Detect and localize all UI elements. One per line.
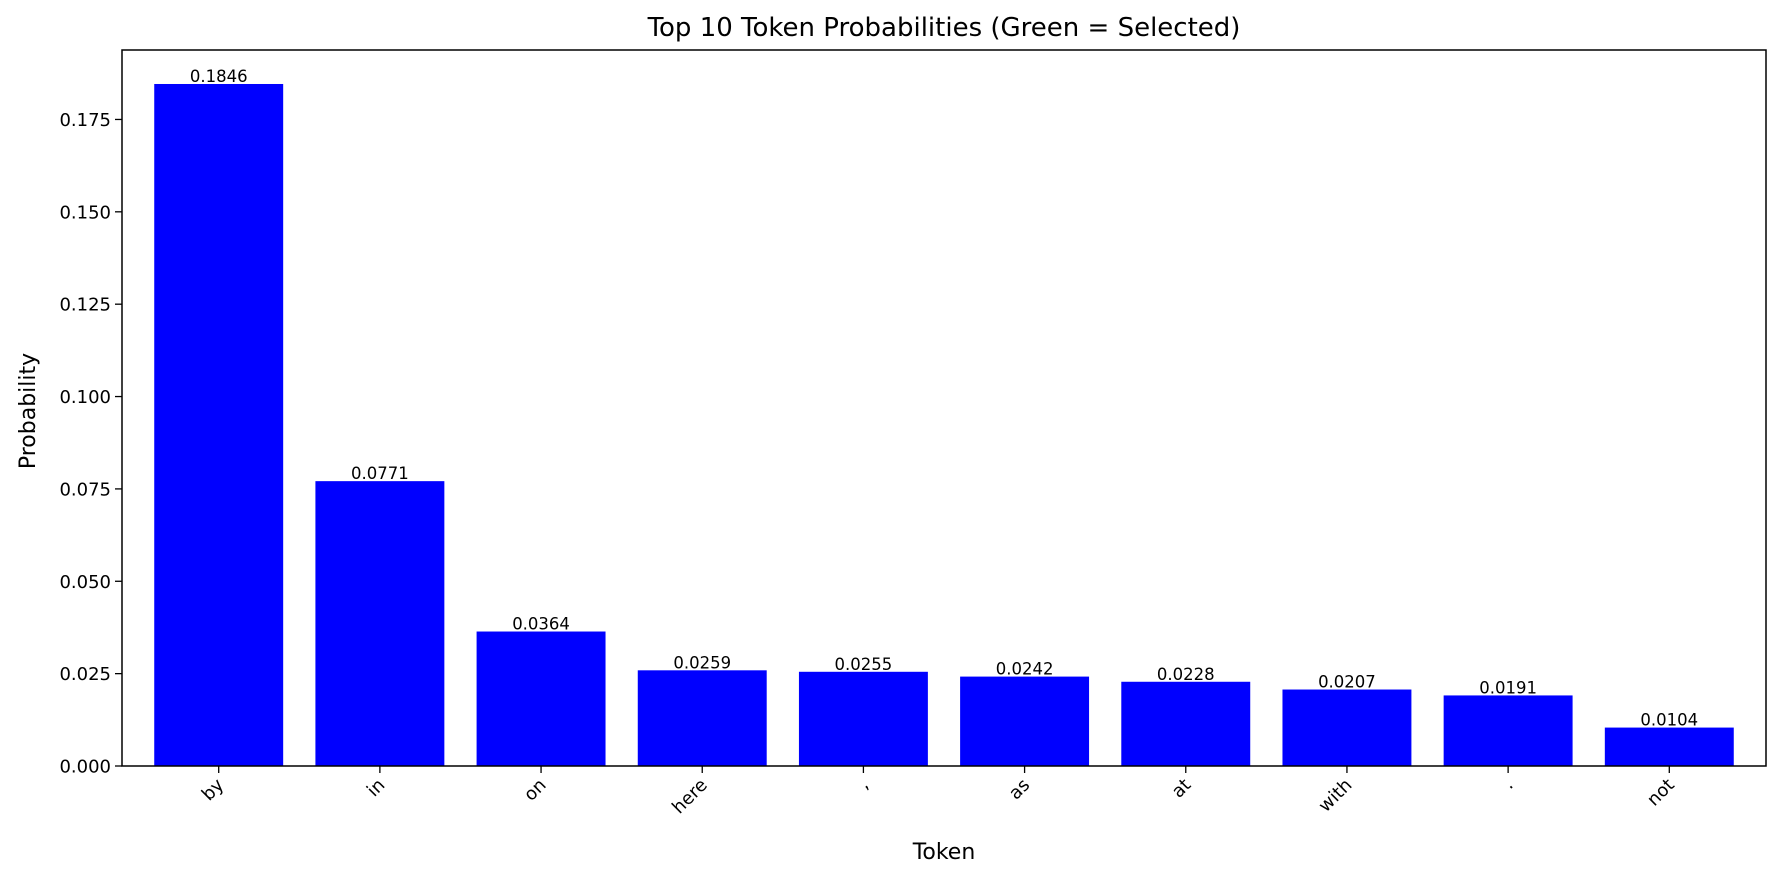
bar-2 [476, 631, 606, 766]
x-tick-label: not [1643, 775, 1679, 811]
y-tick-label: 0.050 [59, 572, 111, 593]
bar-value-label: 0.1846 [190, 67, 248, 86]
chart-title: Top 10 Token Probabilities (Green = Sele… [647, 13, 1241, 43]
bar-value-label: 0.0228 [1157, 665, 1215, 684]
bar-0 [154, 83, 284, 766]
y-tick-label: 0.000 [59, 757, 111, 778]
x-axis: by in on here, as at with. not [198, 766, 1679, 818]
plot-frame [121, 49, 1767, 767]
bar-value-label: 0.0255 [835, 655, 893, 674]
x-tick-label: here [668, 775, 712, 819]
bar-4 [798, 671, 928, 766]
bar-3 [637, 670, 767, 766]
bar-value-label: 0.0771 [351, 464, 409, 483]
x-tick-label: in [363, 775, 389, 801]
y-tick-label: 0.100 [59, 387, 111, 408]
x-tick-label: with [1315, 775, 1357, 817]
x-tick-label: . [1499, 775, 1518, 794]
y-axis-label: Probability [16, 353, 41, 469]
bar-6 [1121, 681, 1251, 766]
x-tick-label: by [198, 774, 229, 805]
x-axis-label: Token [912, 840, 976, 865]
bars-group: 0.1846 0.0771 0.0364 0.0259 0.0255 0.0242 0.02… [154, 67, 1734, 766]
bar-9 [1604, 727, 1734, 766]
bar-1 [315, 481, 445, 766]
bar-value-label: 0.0191 [1479, 678, 1537, 697]
bar-7 [1282, 689, 1412, 766]
y-tick-label: 0.175 [59, 110, 111, 131]
y-axis: 0.000 0.025 0.050 0.075 0.100 0.125 0.150 0.175 [59, 110, 122, 778]
bar-value-label: 0.0104 [1640, 711, 1698, 730]
bar-value-label: 0.0242 [996, 660, 1054, 679]
x-tick-label: on [520, 775, 551, 806]
bar-value-label: 0.0207 [1318, 673, 1376, 692]
y-tick-label: 0.075 [59, 479, 111, 500]
bar-8 [1443, 695, 1573, 766]
bar-value-label: 0.0364 [512, 615, 570, 634]
y-tick-label: 0.025 [59, 664, 111, 685]
y-tick-label: 0.125 [59, 295, 111, 316]
bar-value-label: 0.0259 [673, 653, 731, 672]
x-tick-label: as [1005, 775, 1034, 804]
x-tick-label: at [1168, 775, 1196, 803]
x-tick-label: , [854, 775, 873, 794]
y-tick-label: 0.150 [59, 202, 111, 223]
bar-5 [960, 676, 1090, 766]
